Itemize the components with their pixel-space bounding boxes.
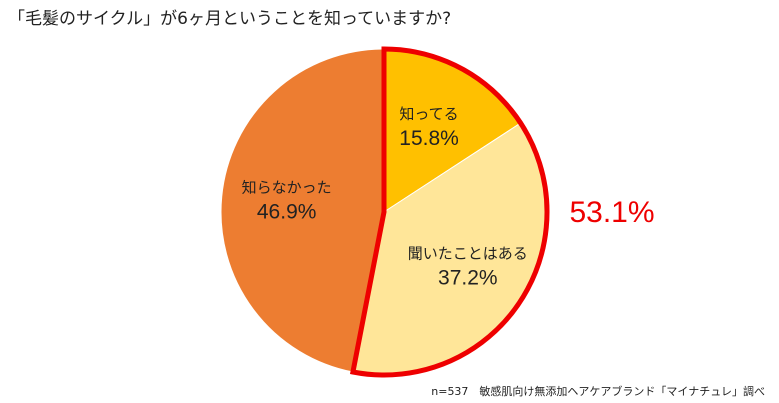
highlight-total-label: 53.1% [569,196,654,229]
slice-value-label: 37.2% [438,266,498,289]
survey-note: n=537 敏感肌向け無添加ヘアケアブランド「マイナチュレ」調べ [431,385,765,398]
slice-label: 聞いたことはある [408,244,528,262]
highlight-outline [349,46,550,378]
slice-value-label: 46.9% [257,201,317,224]
chart-title: 「毛髪のサイクル」が6ヶ月ということを知っていますか? [8,9,452,29]
slice-label: 知ってる [399,105,458,123]
slice-label: 知らなかった [242,179,332,197]
slice-unknown [220,48,385,373]
slice-value-label: 15.8% [399,127,459,150]
